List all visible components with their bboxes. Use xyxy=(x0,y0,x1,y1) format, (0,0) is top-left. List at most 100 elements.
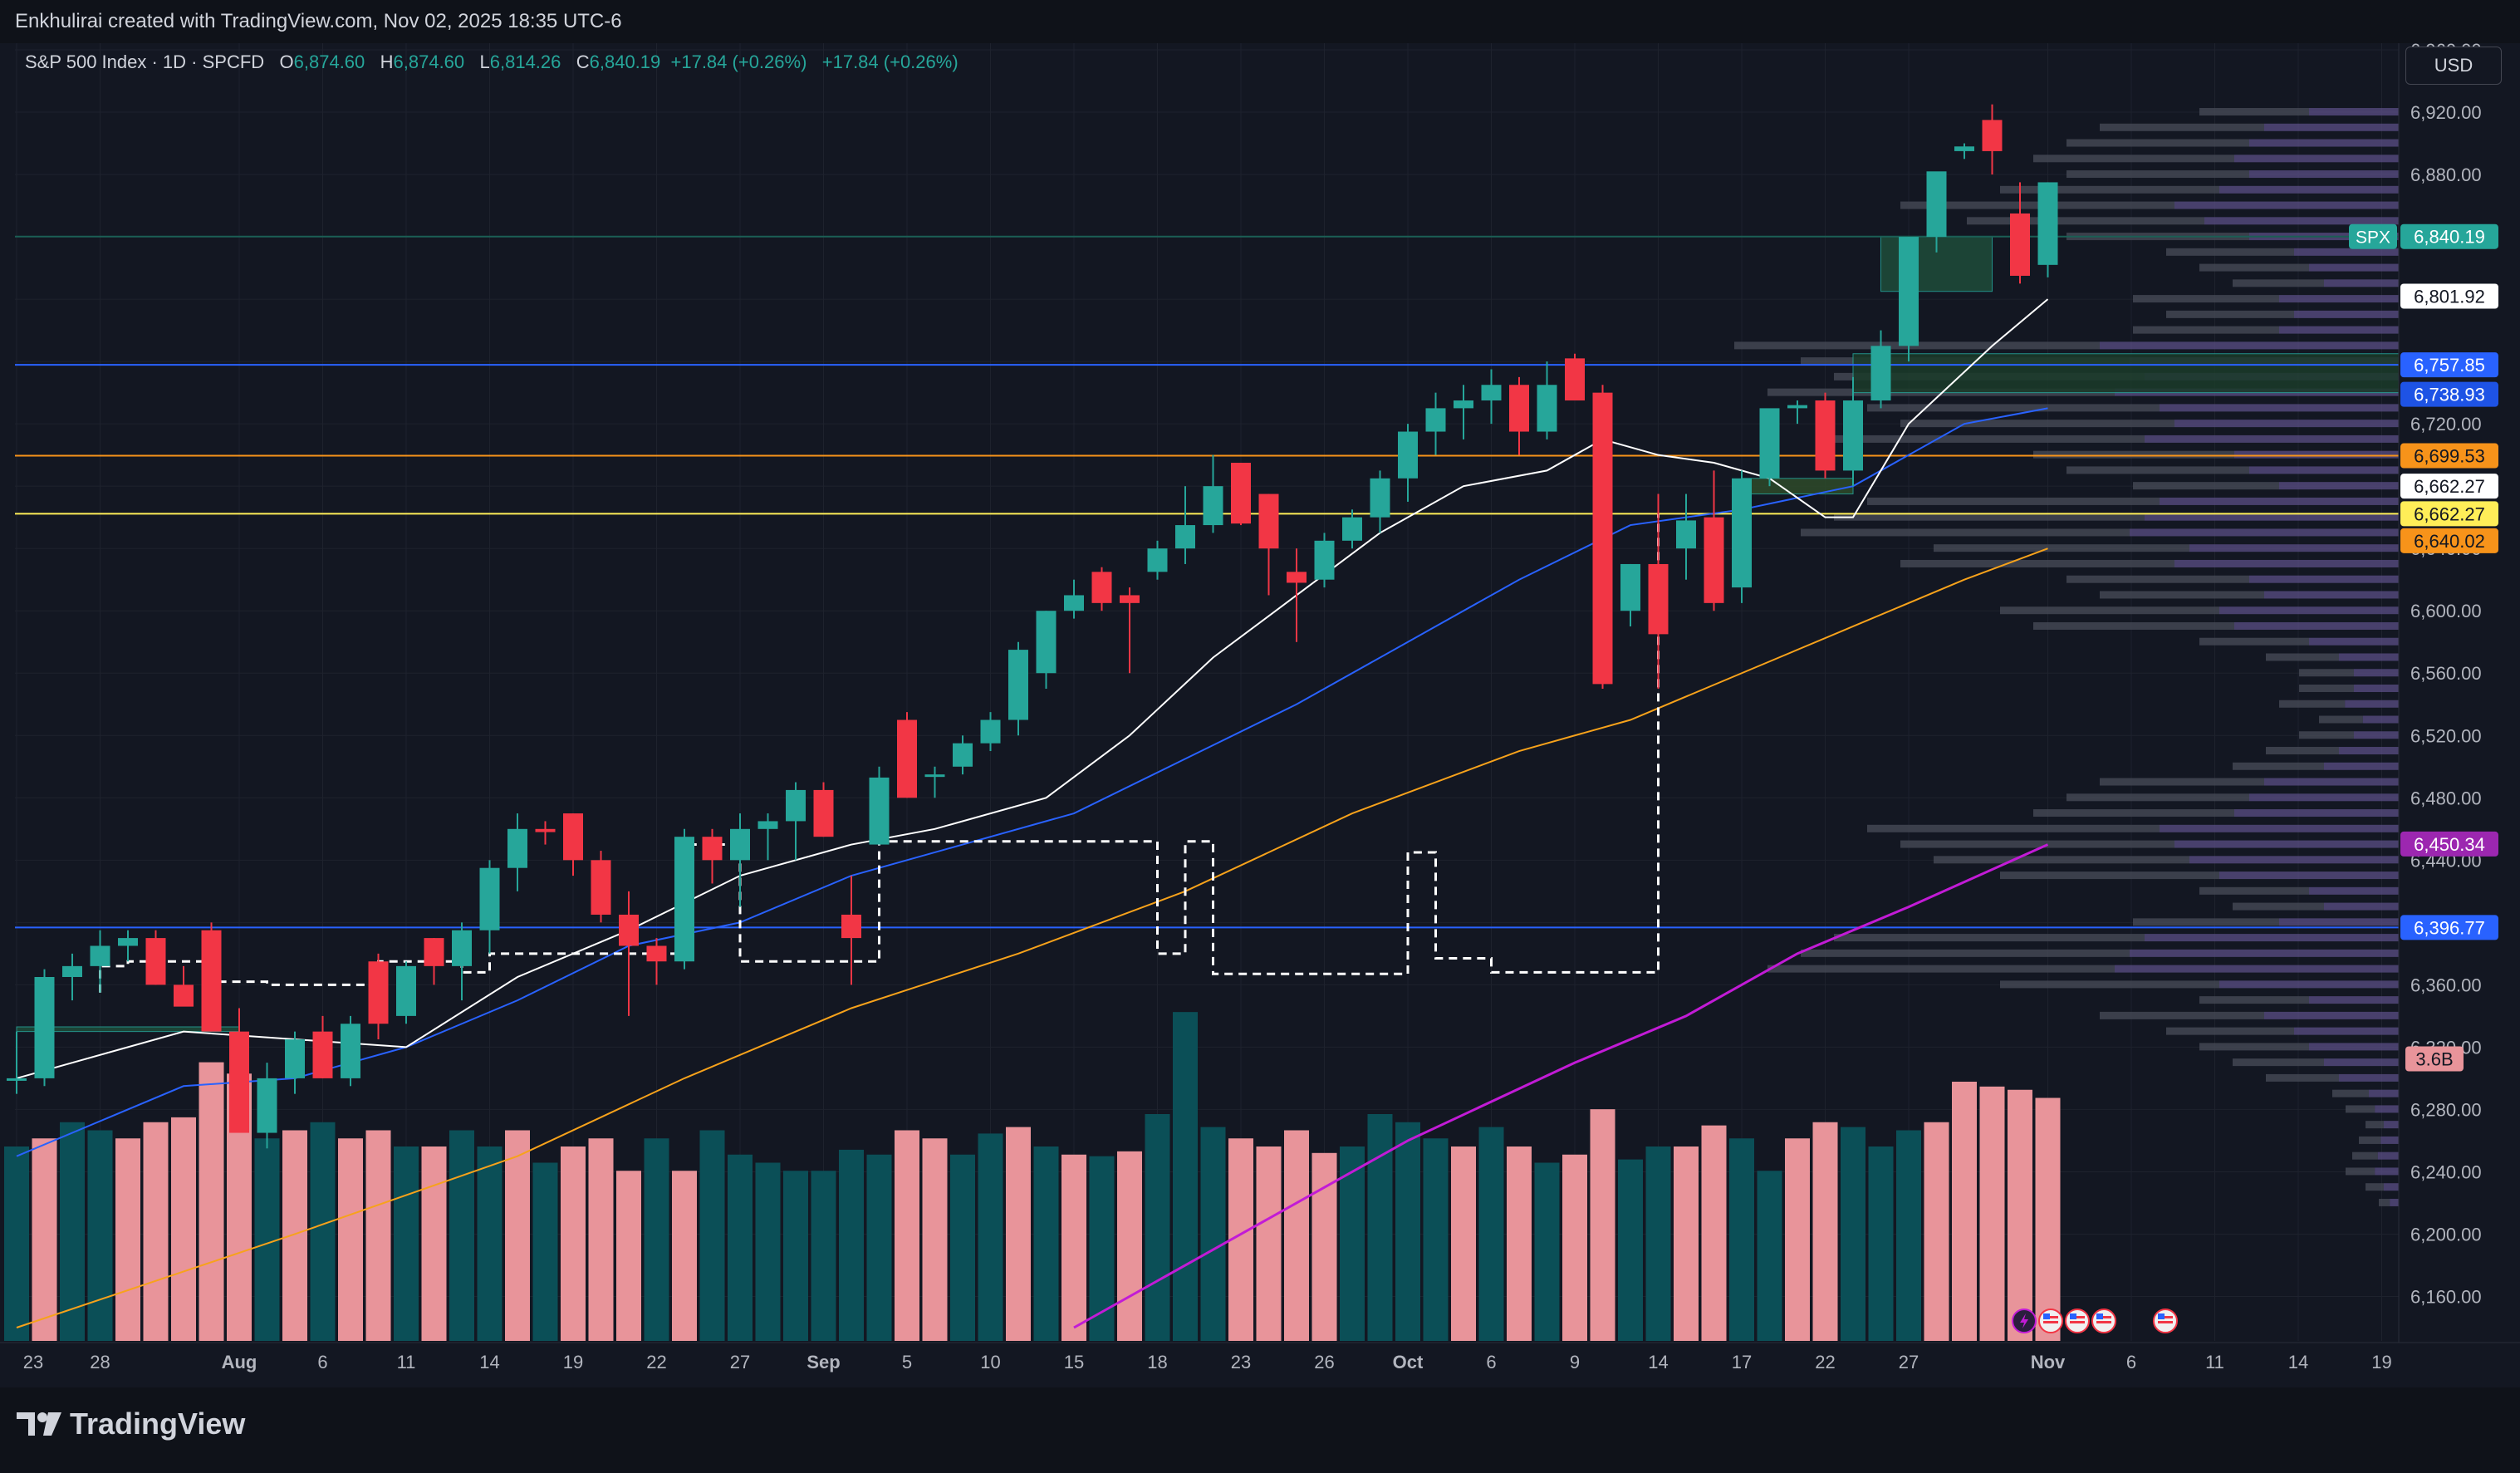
volume-profile-bar xyxy=(2249,466,2399,474)
high-value: 6,874.60 xyxy=(393,52,465,72)
candle-body xyxy=(1954,146,1974,151)
x-tick-label: 14 xyxy=(479,1352,499,1372)
volume-profile-bar xyxy=(2233,762,2324,770)
y-tick-label: 6,480.00 xyxy=(2410,788,2482,808)
dashed-range-path xyxy=(99,513,1660,993)
x-tick-label: 27 xyxy=(1899,1352,1919,1372)
candle-body xyxy=(757,821,778,829)
candle-body xyxy=(563,813,583,861)
volume-profile-bar xyxy=(1867,404,2160,412)
volume-profile-bar xyxy=(2174,840,2399,848)
candle-body xyxy=(1147,548,1168,572)
price-label-badge xyxy=(2400,381,2498,407)
volume-bar xyxy=(866,1154,892,1341)
y-tick-label: 6,720.00 xyxy=(2410,414,2482,435)
price-label-badge xyxy=(2400,915,2498,940)
volume-bar xyxy=(143,1122,169,1341)
volume-profile-bar xyxy=(1900,559,2174,567)
volume-bar xyxy=(728,1154,753,1341)
volume-profile-bar xyxy=(2130,528,2399,537)
candle-body xyxy=(2037,182,2058,265)
x-tick-label: 10 xyxy=(980,1352,1000,1372)
candle-body xyxy=(1592,392,1613,685)
candle-body xyxy=(1231,463,1251,524)
price-axis xyxy=(2399,43,2520,1387)
volume-profile-bar xyxy=(1867,497,2160,505)
candle-body xyxy=(174,984,194,1007)
candle-body xyxy=(2010,213,2030,276)
volume-bar xyxy=(505,1130,530,1341)
candle-body xyxy=(1120,595,1140,603)
volume-bar xyxy=(1618,1159,1643,1341)
price-chart[interactable]: 6,160.006,200.006,240.006,280.006,320.00… xyxy=(0,43,2520,1387)
price-label-badge xyxy=(2400,443,2498,469)
candle-body xyxy=(312,1031,333,1078)
volume-profile-bar xyxy=(2204,217,2399,225)
currency-button[interactable]: USD xyxy=(2405,47,2502,85)
volume-profile-bar xyxy=(2309,637,2399,646)
flash-icon xyxy=(2012,1309,2037,1333)
x-tick-label: Sep xyxy=(806,1352,840,1372)
candle-body xyxy=(953,743,973,767)
x-tick-label: Oct xyxy=(1393,1352,1424,1372)
volume-bar xyxy=(1284,1130,1309,1341)
x-tick-label: 27 xyxy=(730,1352,750,1372)
x-tick-label: 26 xyxy=(1314,1352,1334,1372)
change-value-2: +17.84 (+0.26%) xyxy=(821,52,958,72)
volume-profile-bar xyxy=(2309,1043,2399,1051)
volume-bar xyxy=(1812,1122,1838,1341)
candle-body xyxy=(145,938,166,985)
volume-profile-bar xyxy=(2264,1011,2399,1019)
candle-body xyxy=(1843,400,1863,471)
volume-bar xyxy=(978,1133,1003,1341)
volume-profile-bar xyxy=(1934,544,2189,552)
volume-profile-bar xyxy=(2199,637,2309,646)
candle-body xyxy=(1064,595,1084,611)
volume-profile-bar xyxy=(2000,980,2219,989)
high-label: H xyxy=(380,52,394,72)
candle-body xyxy=(1870,346,1891,401)
candle-body xyxy=(702,837,723,861)
volume-profile-bar xyxy=(2133,918,2279,926)
volume-profile-bar xyxy=(1900,840,2174,848)
volume-profile-bar xyxy=(2249,170,2399,179)
volume-profile-bar xyxy=(2264,591,2399,599)
price-label-text: 6,801.92 xyxy=(2414,286,2485,307)
candle-body xyxy=(257,1078,277,1133)
volume-profile-bar xyxy=(2234,809,2399,818)
volume-profile-bar xyxy=(2233,1058,2324,1067)
volume-bar xyxy=(254,1138,280,1341)
volume-profile-bar xyxy=(2066,575,2249,583)
volume-bar xyxy=(1256,1146,1282,1341)
volume-profile-bar xyxy=(2294,310,2399,318)
x-tick-label: 23 xyxy=(1231,1352,1251,1372)
x-tick-label: Nov xyxy=(2031,1352,2066,1372)
candle-body xyxy=(1509,385,1529,432)
candle-body xyxy=(229,1031,249,1133)
x-tick-label: 9 xyxy=(1570,1352,1580,1372)
candle-body xyxy=(674,837,694,962)
volume-profile-bar xyxy=(2379,1198,2390,1206)
y-tick-label: 6,600.00 xyxy=(2410,601,2482,621)
volume-label-badge xyxy=(2405,1046,2464,1072)
volume-bar xyxy=(60,1122,85,1341)
volume-profile-bar xyxy=(2299,669,2354,677)
volume-profile-bar xyxy=(2174,420,2399,428)
y-tick-label: 6,160.00 xyxy=(2410,1286,2482,1307)
candle-body xyxy=(1565,358,1585,401)
volume-profile-bar xyxy=(2166,248,2294,256)
price-label-badge xyxy=(2400,831,2498,857)
volume-profile-bar xyxy=(2375,1167,2399,1176)
volume-bar xyxy=(87,1130,113,1341)
candle-body xyxy=(980,719,1001,744)
candle-body xyxy=(368,961,389,1024)
volume-profile-bar xyxy=(2266,1073,2339,1082)
volume-profile-bar xyxy=(2366,1121,2384,1129)
time-axis xyxy=(0,1343,2520,1387)
volume-bar xyxy=(282,1130,307,1341)
symbol-tag-text: SPX xyxy=(2356,228,2390,248)
tradingview-logo[interactable]: TradingView xyxy=(17,1407,245,1441)
volume-bar xyxy=(616,1171,641,1341)
volume-profile-bar xyxy=(2066,466,2249,474)
volume-profile-bar xyxy=(2332,1089,2369,1097)
